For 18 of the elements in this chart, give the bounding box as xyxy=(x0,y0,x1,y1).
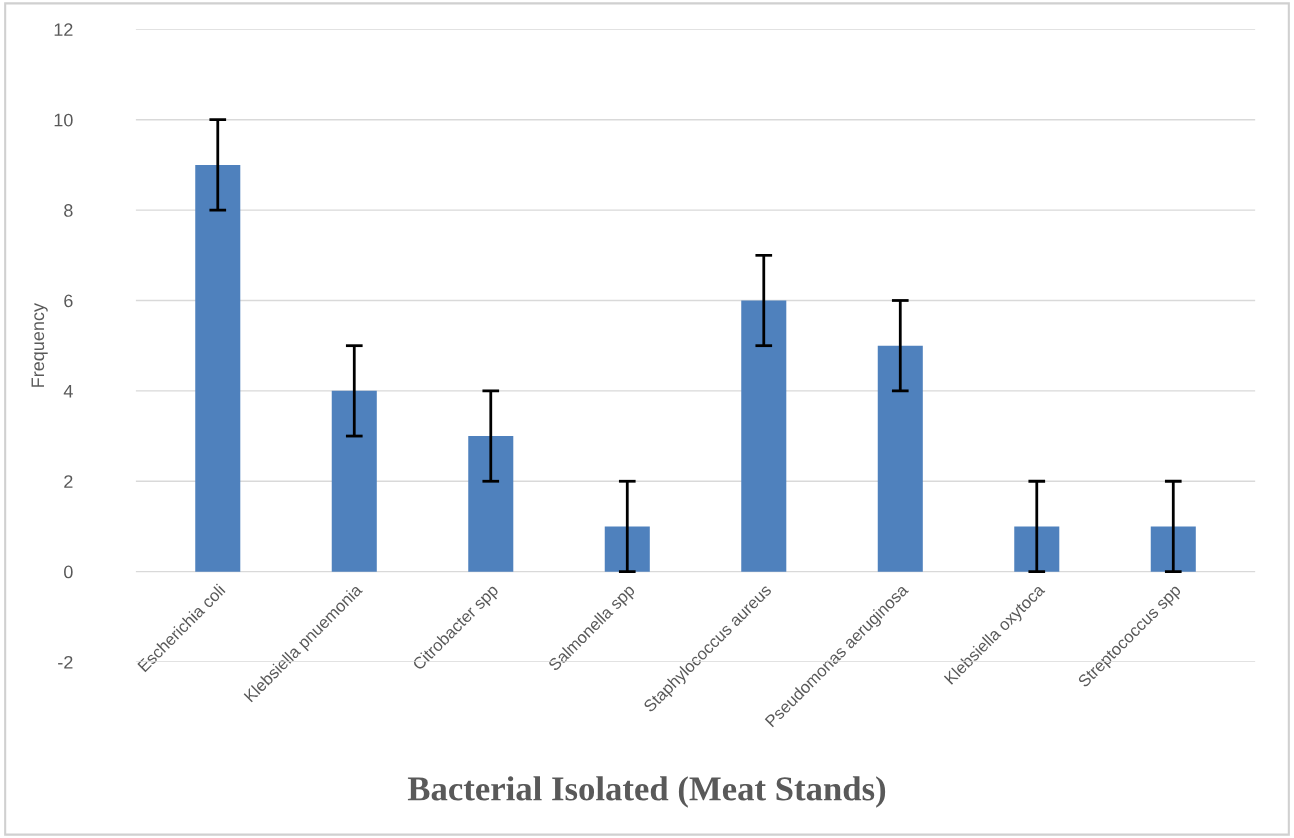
bar xyxy=(741,300,787,572)
bar xyxy=(1014,526,1060,572)
bar xyxy=(604,526,650,572)
y-tick-label: -2 xyxy=(58,655,73,669)
y-tick-label: 4 xyxy=(63,384,73,398)
y-tick-label: 2 xyxy=(64,475,73,488)
bar xyxy=(877,345,923,572)
y-tick-label: 12 xyxy=(54,23,73,36)
x-axis-title: Bacterial Isolated (Meat Stands) xyxy=(407,776,886,808)
bar xyxy=(1150,526,1196,572)
y-tick-label: 0 xyxy=(64,565,73,579)
y-tick-label: 10 xyxy=(54,113,73,127)
y-tick-label: 6 xyxy=(64,294,73,308)
y-axis-title: Frequency xyxy=(31,303,48,387)
y-tick-label: 8 xyxy=(64,204,73,217)
bar xyxy=(468,436,514,572)
bar xyxy=(195,164,241,572)
bar xyxy=(331,390,377,572)
